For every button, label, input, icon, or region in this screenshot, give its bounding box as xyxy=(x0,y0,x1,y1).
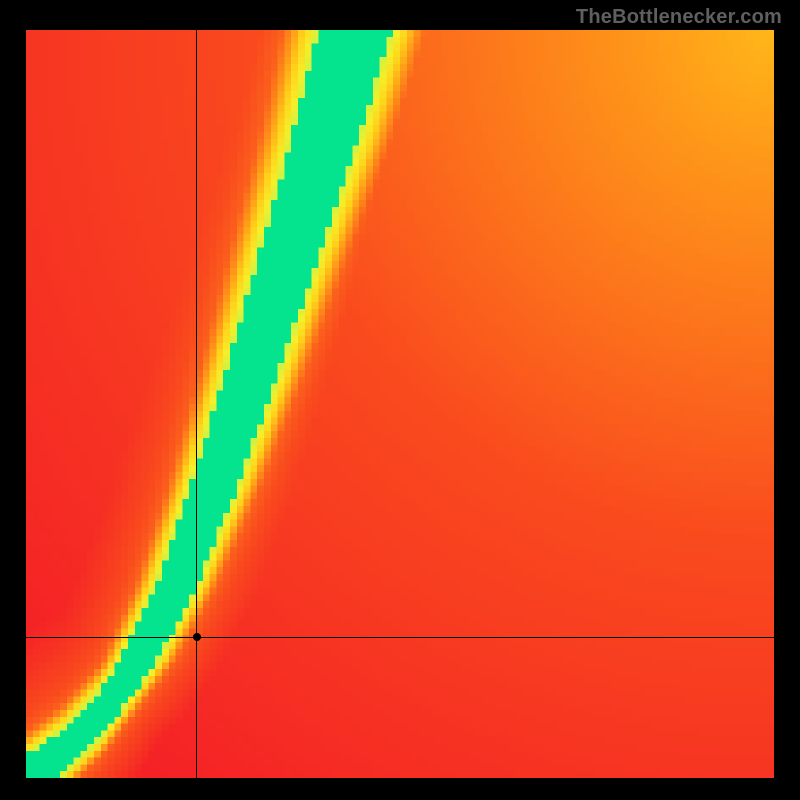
crosshair-vertical xyxy=(196,30,197,778)
watermark-text: TheBottlenecker.com xyxy=(576,6,782,29)
crosshair-horizontal xyxy=(26,637,774,638)
marker-dot xyxy=(193,633,201,641)
chart-container: TheBottlenecker.com xyxy=(0,0,800,800)
heatmap-canvas xyxy=(26,30,774,778)
